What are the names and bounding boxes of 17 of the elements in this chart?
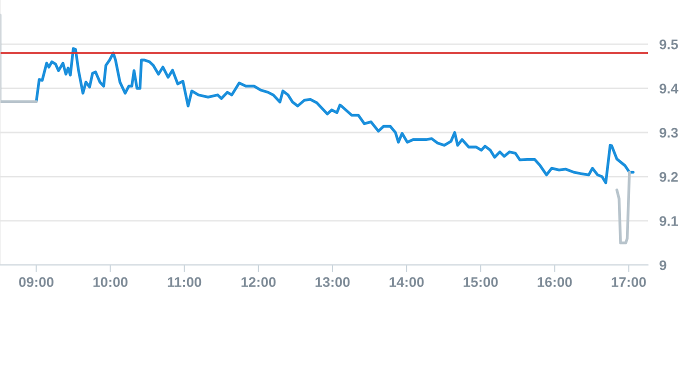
y-tick-label: 9.3 — [660, 128, 678, 138]
x-tick-label: 12:00 — [242, 277, 276, 287]
line-series — [615, 170, 631, 244]
x-tick-label: 13:00 — [316, 277, 350, 288]
x-tick-label: 14:00 — [390, 277, 424, 287]
y-tick-label: 9.1 — [660, 216, 678, 226]
x-tick-label: 17:00 — [612, 277, 646, 287]
line-series — [34, 47, 635, 184]
x-tick-label: 11:00 — [168, 277, 202, 287]
x-tick-label: 16:00 — [538, 277, 572, 287]
x-tick-label: 15:00 — [464, 277, 498, 287]
y-tick-label: 9 — [660, 260, 666, 270]
y-tick-label: 9.5 — [660, 40, 678, 50]
x-tick-label: 09:00 — [19, 277, 54, 287]
x-tick-label: 10:00 — [93, 277, 128, 287]
y-tick-label: 9.2 — [660, 172, 678, 182]
y-tick-label: 9.4 — [660, 84, 678, 94]
